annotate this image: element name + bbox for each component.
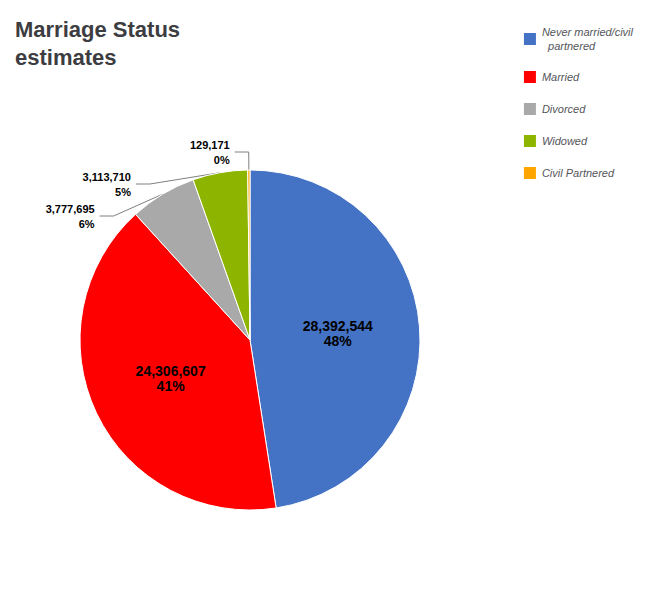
svg-text:24,306,607: 24,306,607 bbox=[136, 363, 206, 379]
svg-text:48%: 48% bbox=[324, 333, 353, 349]
svg-text:Widowed: Widowed bbox=[542, 135, 588, 147]
svg-text:0%: 0% bbox=[214, 154, 230, 166]
svg-text:Marriage Status: Marriage Status bbox=[15, 17, 180, 42]
svg-text:Civil Partnered: Civil Partnered bbox=[542, 167, 615, 179]
svg-text:3,113,710: 3,113,710 bbox=[83, 171, 131, 183]
svg-text:Married: Married bbox=[542, 71, 580, 83]
svg-text:Never married/civil: Never married/civil bbox=[542, 26, 634, 38]
svg-text:Divorced: Divorced bbox=[542, 103, 586, 115]
svg-text:6%: 6% bbox=[79, 218, 95, 230]
svg-text:3,777,695: 3,777,695 bbox=[46, 203, 95, 215]
svg-text:28,392,544: 28,392,544 bbox=[303, 318, 373, 334]
svg-text:partnered: partnered bbox=[542, 40, 596, 52]
svg-text:5%: 5% bbox=[115, 186, 131, 198]
svg-text:41%: 41% bbox=[157, 378, 186, 394]
svg-text:estimates: estimates bbox=[15, 45, 117, 70]
svg-text:129,171: 129,171 bbox=[190, 139, 230, 151]
